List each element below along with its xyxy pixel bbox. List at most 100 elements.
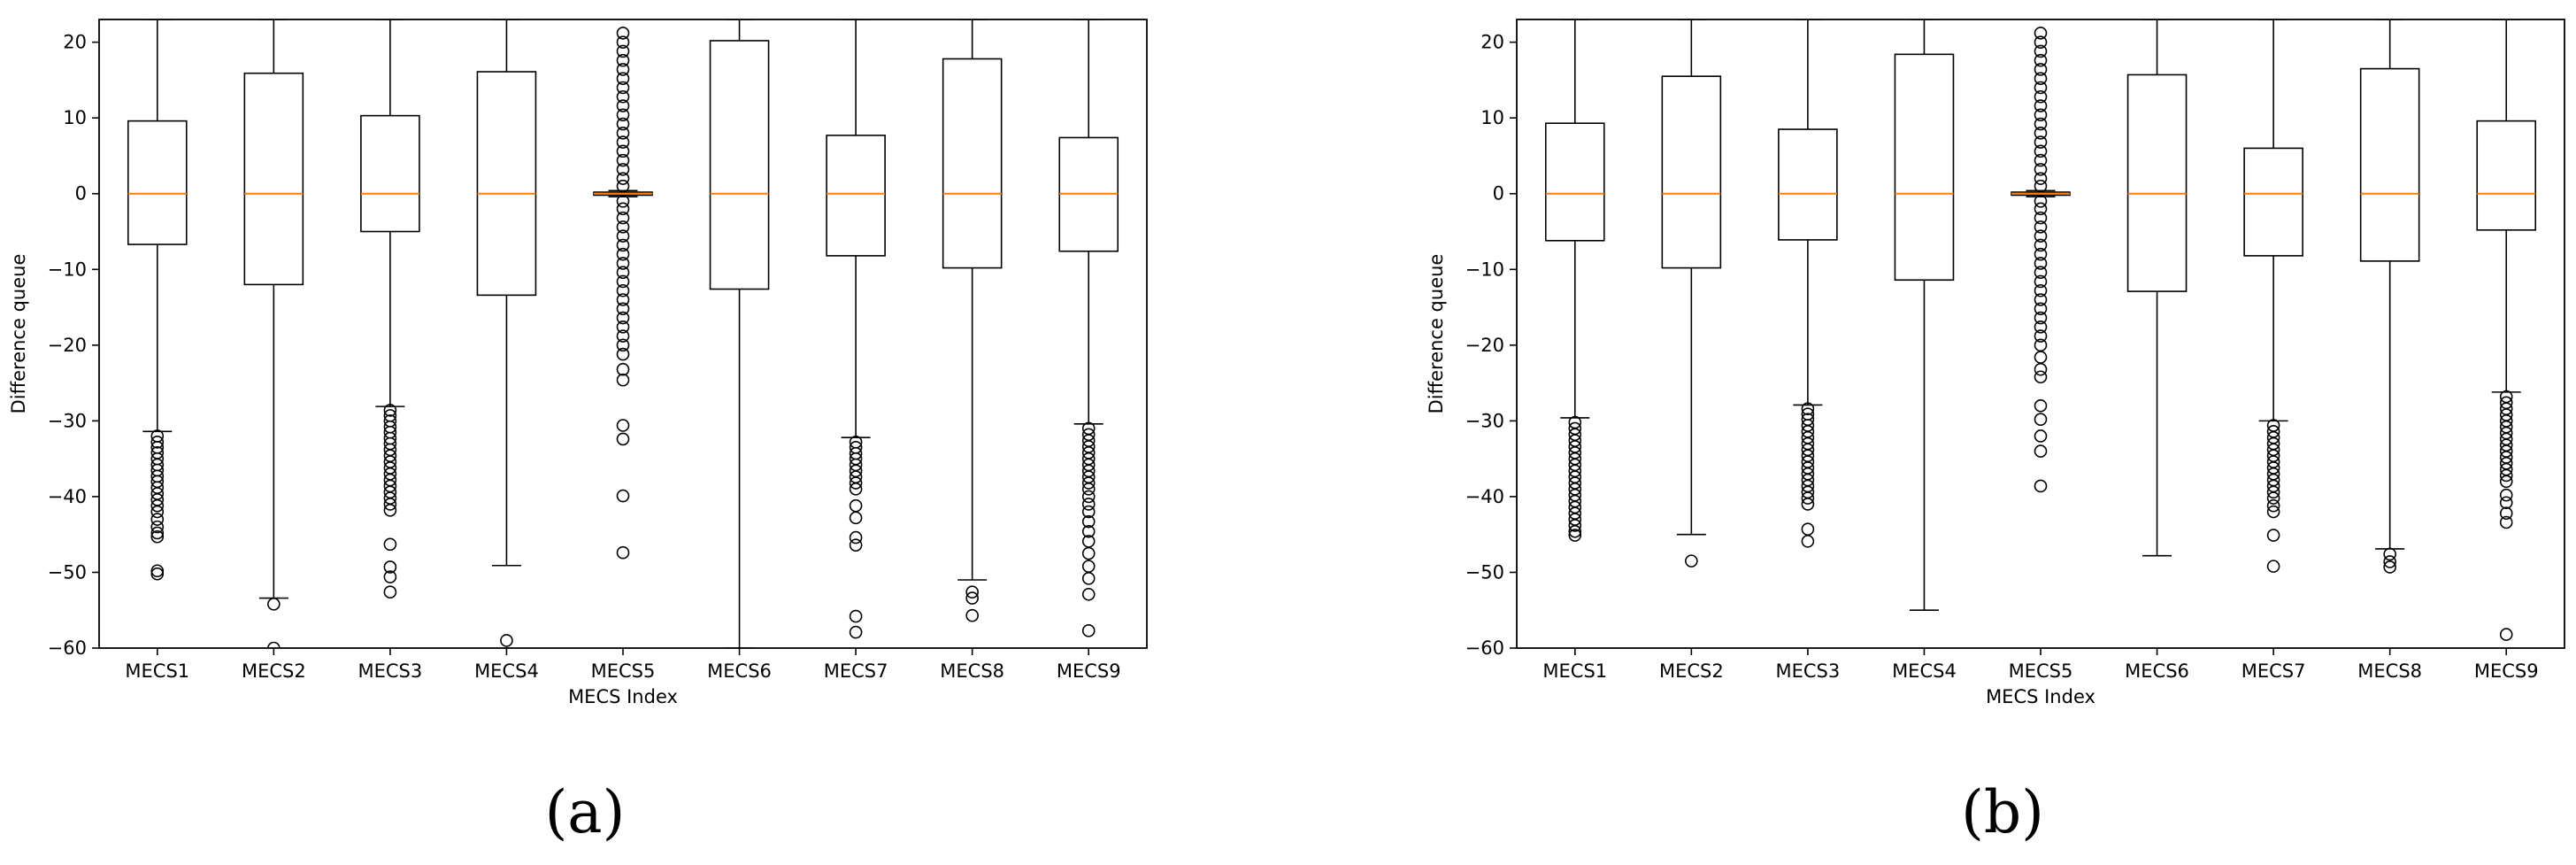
box-mecs8	[2359, 19, 2420, 574]
outlier-point	[616, 274, 630, 289]
outlier-point	[2034, 444, 2048, 458]
outlier-point	[2383, 560, 2396, 574]
outlier-point	[150, 526, 165, 540]
outlier-point	[2034, 321, 2048, 334]
outlier-point	[616, 321, 630, 334]
outlier-point	[2034, 220, 2048, 234]
outlier-point	[849, 530, 863, 544]
outlier-point	[965, 608, 979, 622]
outlier-point	[2034, 63, 2048, 76]
outlier-point	[616, 432, 630, 446]
outlier-point	[1568, 524, 1582, 538]
outlier-point	[1568, 529, 1582, 542]
outlier-point	[150, 436, 165, 449]
outlier-point	[2034, 195, 2048, 208]
outlier-point	[2034, 108, 2048, 122]
outlier-point	[1081, 476, 1096, 490]
outlier-point	[2383, 555, 2396, 568]
outlier-point	[1801, 402, 1815, 415]
outlier-point	[2034, 413, 2048, 426]
outlier-point	[2034, 35, 2048, 49]
outlier-point	[616, 35, 630, 49]
box-mecs9	[1058, 19, 1119, 637]
outlier-point	[965, 585, 979, 599]
outlier-point	[2034, 283, 2048, 297]
outlier-point	[2034, 362, 2048, 376]
outlier-point	[267, 598, 281, 611]
outlier-point	[2034, 257, 2048, 270]
y-tick-label: −40	[1465, 486, 1504, 507]
box-mecs2	[1661, 19, 1722, 568]
y-tick-label: 10	[1480, 107, 1504, 128]
outlier-point	[849, 625, 863, 639]
outlier-point	[2034, 311, 2048, 325]
y-tick-label: −10	[1465, 259, 1504, 280]
box-mecs5	[2011, 27, 2071, 493]
outlier-point	[1081, 587, 1096, 601]
outlier-point	[616, 238, 630, 252]
y-tick-label: 10	[63, 107, 87, 128]
outlier-point	[150, 567, 165, 581]
box-iqr	[1661, 75, 1722, 269]
x-tick-label: MECS5	[591, 660, 656, 682]
outlier-point	[2034, 429, 2048, 443]
outlier-point	[2266, 529, 2280, 542]
outlier-point	[383, 404, 397, 417]
x-tick-label: MECS1	[1542, 660, 1607, 682]
outlier-point	[616, 489, 630, 503]
outlier-point	[616, 283, 630, 297]
outlier-point	[1685, 554, 1698, 568]
x-tick-label: MECS7	[824, 660, 888, 682]
plot-frame	[98, 19, 1148, 649]
outlier-point	[616, 545, 630, 560]
x-tick-label: MECS2	[1659, 660, 1724, 682]
outlier-point	[1081, 505, 1096, 519]
outlier-point	[849, 511, 863, 525]
box-iqr	[1778, 128, 1838, 241]
outlier-point	[616, 27, 630, 40]
outlier-point	[1081, 483, 1096, 496]
panel-label-a: (a)	[545, 778, 626, 846]
outlier-point	[616, 179, 630, 193]
box-mecs5	[593, 27, 653, 560]
box-iqr	[360, 114, 420, 233]
outlier-point	[616, 302, 630, 316]
y-tick-label: −60	[48, 637, 87, 659]
outlier-point	[616, 135, 630, 149]
box-mecs7	[826, 19, 886, 639]
outlier-point	[616, 311, 630, 325]
y-tick-label: −20	[1465, 335, 1504, 356]
outlier-point	[1801, 491, 1815, 505]
outlier-point	[1081, 624, 1096, 637]
outlier-point	[150, 564, 165, 578]
outlier-point	[616, 362, 630, 376]
outlier-point	[2499, 488, 2513, 502]
outlier-point	[2266, 560, 2280, 573]
outlier-point	[616, 202, 630, 216]
boxes-b	[1544, 19, 2537, 641]
y-tick-label: −50	[1465, 561, 1504, 583]
outlier-point	[616, 266, 630, 280]
outlier-point	[2266, 491, 2280, 505]
outlier-point	[616, 195, 630, 208]
y-tick-label: 20	[63, 32, 87, 53]
y-tick-label: 0	[1493, 183, 1504, 205]
box-iqr	[826, 135, 886, 257]
outlier-point	[616, 293, 630, 306]
outlier-point	[150, 505, 165, 519]
outlier-point	[849, 483, 863, 496]
panel-b: 20 10 0 −10 −20 −30 −40 −50 −60 MECS1 MECS2 MECS3 ME…	[1426, 19, 2565, 707]
outlier-point	[150, 529, 165, 544]
outlier-point	[849, 498, 863, 513]
outlier-point	[849, 609, 863, 623]
outlier-point	[616, 153, 630, 167]
outlier-point	[267, 641, 281, 648]
outlier-point	[2034, 247, 2048, 261]
outlier-point	[2034, 211, 2048, 225]
outlier-point	[849, 538, 863, 552]
outlier-point	[150, 520, 165, 534]
x-tick-label: MECS9	[2474, 660, 2539, 682]
outlier-point	[383, 560, 397, 574]
outlier-point	[616, 338, 630, 352]
